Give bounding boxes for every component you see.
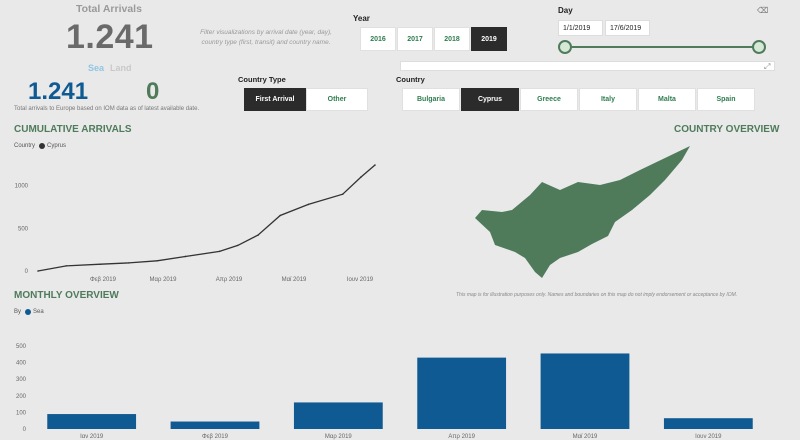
- y-tick-label: 0: [25, 269, 29, 275]
- x-tick-label: Απρ 2019: [448, 434, 475, 440]
- country-button-cyprus[interactable]: Cyprus: [461, 88, 519, 111]
- cumulative-legend-item[interactable]: Cyprus: [47, 143, 67, 149]
- monthly-chart: 0 100 200 300 400 500 Ιαν 2019 Φεβ 2019 Μαρ 2019…: [16, 344, 753, 440]
- eraser-icon[interactable]: ⌫: [757, 6, 769, 15]
- date-slider-start-handle[interactable]: [558, 40, 572, 54]
- cumulative-point: [374, 164, 376, 166]
- x-tick-label: Ιουν 2019: [347, 277, 374, 283]
- y-tick-label: 200: [16, 394, 27, 400]
- land-arrivals-value: 0: [146, 78, 160, 105]
- country-type-button-group: First Arrival Other: [244, 88, 368, 111]
- country-overview-title: COUNTRY OVERVIEW: [674, 124, 780, 135]
- year-button-2016[interactable]: 2016: [360, 27, 396, 51]
- year-button-group: 2016 2017 2018 2019: [360, 27, 508, 51]
- cumulative-point: [184, 255, 187, 258]
- country-button-group: Bulgaria Cyprus Greece Italy Malta Spain: [402, 88, 756, 111]
- monthly-legend: By Sea: [14, 309, 44, 315]
- cumulative-point: [156, 259, 158, 262]
- monthly-bar: [663, 418, 753, 429]
- day-label: Day: [558, 6, 573, 15]
- arrivals-note: Total arrivals to Europe based on IOM da…: [14, 106, 200, 112]
- monthly-legend-title: By: [14, 309, 22, 315]
- x-tick-label: Φεβ 2019: [90, 277, 117, 283]
- monthly-legend-item[interactable]: Sea: [33, 309, 44, 315]
- cumulative-point: [65, 265, 68, 267]
- cumulative-point: [257, 234, 259, 236]
- y-tick-label: 400: [16, 361, 27, 367]
- cumulative-point: [279, 214, 281, 217]
- cumulative-chart: 0 500 1000 Φεβ 2019 Μαρ 2019 Απρ 2019 Μαϊ 2019…: [15, 164, 376, 283]
- cumulative-point: [307, 203, 310, 206]
- y-tick-label: 500: [18, 226, 29, 232]
- country-button-greece[interactable]: Greece: [520, 88, 578, 111]
- x-tick-label: Ιαν 2019: [80, 434, 104, 440]
- cyprus-shape[interactable]: [475, 146, 690, 278]
- date-slider-end-handle[interactable]: [752, 40, 766, 54]
- filter-note: Filter visualizations by arrival date (y…: [200, 29, 332, 46]
- monthly-bar: [170, 421, 260, 429]
- x-tick-label: Μαϊ 2019: [573, 434, 598, 440]
- year-button-2019[interactable]: 2019: [471, 27, 507, 51]
- x-tick-label: Μαρ 2019: [325, 434, 353, 440]
- expand-icon[interactable]: ⤢: [764, 62, 771, 71]
- x-tick-label: Μαρ 2019: [150, 277, 178, 283]
- y-tick-label: 0: [23, 427, 27, 433]
- y-tick-label: 1000: [15, 184, 29, 190]
- country-label: Country: [396, 75, 425, 84]
- total-arrivals-value: 1.241: [66, 18, 154, 56]
- monthly-overview-title: MONTHLY OVERVIEW: [14, 290, 119, 301]
- total-arrivals-title: Total Arrivals: [76, 3, 142, 15]
- map-disclaimer: This map is for illustration purposes on…: [456, 292, 738, 298]
- legend-dot-icon: [39, 143, 46, 149]
- cumulative-point: [99, 263, 102, 265]
- cumulative-arrivals-title: CUMULATIVE ARRIVALS: [14, 124, 132, 135]
- y-tick-label: 300: [16, 377, 27, 383]
- country-type-first-arrival[interactable]: First Arrival: [244, 88, 306, 111]
- legend-sea[interactable]: Sea: [88, 63, 105, 73]
- country-button-malta[interactable]: Malta: [638, 88, 696, 111]
- cumulative-point: [218, 250, 221, 253]
- monthly-bar: [293, 402, 383, 429]
- x-tick-label: Ιουν 2019: [695, 434, 722, 440]
- date-slider-track[interactable]: [565, 46, 759, 48]
- cumulative-point: [37, 270, 39, 272]
- cumulative-point: [128, 262, 130, 264]
- cumulative-point: [341, 193, 344, 195]
- cumulative-line: [37, 164, 376, 272]
- cumulative-point: [236, 244, 239, 247]
- country-type-label: Country Type: [238, 75, 286, 84]
- x-tick-label: Απρ 2019: [216, 277, 243, 283]
- cumulative-legend-title: Country: [14, 143, 36, 149]
- start-date-input[interactable]: 1/1/2019: [558, 20, 603, 36]
- legend-dot-icon: [25, 309, 32, 315]
- country-button-spain[interactable]: Spain: [697, 88, 755, 111]
- country-type-other[interactable]: Other: [306, 88, 368, 111]
- x-tick-label: Φεβ 2019: [202, 434, 229, 440]
- year-label: Year: [353, 14, 370, 23]
- cumulative-legend: Country Cyprus: [14, 143, 66, 149]
- y-tick-label: 500: [16, 344, 27, 350]
- slider-bar: [400, 61, 775, 71]
- legend-land[interactable]: Land: [110, 63, 132, 73]
- country-button-italy[interactable]: Italy: [579, 88, 637, 111]
- x-tick-label: Μαϊ 2019: [282, 277, 307, 283]
- year-button-2017[interactable]: 2017: [397, 27, 433, 51]
- country-button-bulgaria[interactable]: Bulgaria: [402, 88, 460, 111]
- cumulative-point: [360, 176, 362, 178]
- end-date-input[interactable]: 17/6/2019: [605, 20, 650, 36]
- y-tick-label: 100: [16, 410, 27, 416]
- year-button-2018[interactable]: 2018: [434, 27, 470, 51]
- cyprus-map: [475, 146, 690, 278]
- sea-arrivals-value: 1.241: [28, 78, 89, 105]
- monthly-bar: [47, 414, 137, 429]
- monthly-bar: [417, 357, 507, 429]
- monthly-bar: [540, 353, 630, 429]
